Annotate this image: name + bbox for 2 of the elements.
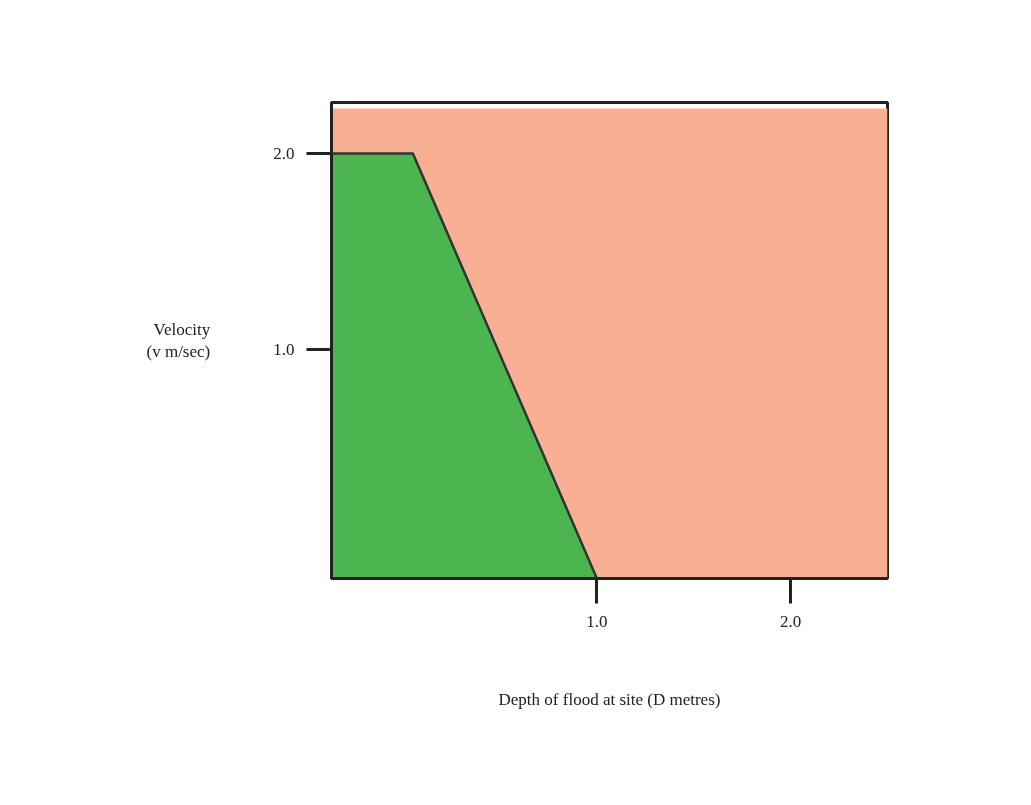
y-axis-title: Velocity (v m/sec) [146,319,211,362]
x-axis-title: Depth of flood at site (D metres) [498,689,721,709]
